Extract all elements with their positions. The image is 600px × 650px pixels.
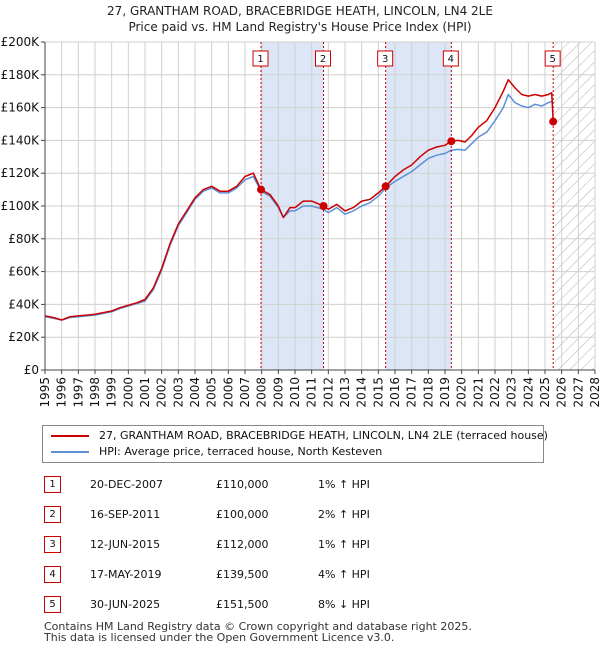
x-tick-label: 2017 [405,377,419,408]
sale-row: 3 12-JUN-2015 £112,000 1% ↑ HPI [0,536,600,558]
sale-number-badge: 3 [44,536,61,553]
sale-point [447,137,456,146]
x-tick-label: 2013 [338,377,352,408]
sale-price: £112,000 [216,538,269,551]
x-tick-label: 2022 [488,377,502,408]
sale-hpi-change: 8% ↓ HPI [318,598,370,611]
y-tick-label: £60K [8,265,40,279]
x-tick-label: 1995 [38,377,52,408]
x-tick-label: 1999 [105,377,119,408]
sale-date: 20-DEC-2007 [90,478,164,491]
x-tick-label: 2010 [288,377,302,408]
x-tick-label: 2008 [255,377,269,408]
footer-line-1: Contains HM Land Registry data © Crown c… [44,620,472,633]
x-tick-label: 2020 [455,377,469,408]
x-tick-label: 2006 [221,377,235,408]
sale-date: 16-SEP-2011 [90,508,161,521]
y-tick-label: £160K [1,101,41,115]
y-tick-label: £180K [1,68,41,82]
y-tick-label: £0 [24,363,39,377]
chart-title: 27, GRANTHAM ROAD, BRACEBRIDGE HEATH, LI… [0,3,600,35]
sale-row: 4 17-MAY-2019 £139,500 4% ↑ HPI [0,566,600,588]
sale-label: 5 [549,54,555,65]
sale-date: 12-JUN-2015 [90,538,161,551]
x-tick-label: 2025 [538,377,552,408]
x-tick-label: 2009 [271,377,285,408]
sale-hpi-change: 2% ↑ HPI [318,508,370,521]
sale-point [319,202,328,210]
x-tick-label: 2023 [505,377,519,408]
sale-price: £151,500 [216,598,269,611]
y-tick-label: £20K [8,330,40,344]
legend-swatch-hpi [51,451,89,453]
y-tick-label: £200K [1,35,41,49]
x-tick-label: 2007 [238,377,252,408]
sale-price: £100,000 [216,508,269,521]
sale-price: £110,000 [216,478,269,491]
footer-attribution: Contains HM Land Registry data © Crown c… [44,621,472,643]
sale-row: 1 20-DEC-2007 £110,000 1% ↑ HPI [0,476,600,498]
title-line-2: Price paid vs. HM Land Registry's House … [128,20,472,34]
sale-number-badge: 2 [44,506,61,523]
y-tick-label: £40K [8,297,40,311]
x-tick-label: 2024 [521,377,535,408]
y-tick-label: £140K [1,133,41,147]
sale-label-box [252,50,269,67]
sale-point [549,117,558,126]
y-tick-label: £120K [1,166,41,180]
sale-point [381,182,390,191]
sale-label: 2 [320,54,326,65]
sale-row: 5 30-JUN-2025 £151,500 8% ↓ HPI [0,596,600,618]
y-tick-label: £100K [1,199,41,213]
sale-price: £139,500 [216,568,269,581]
x-tick-label: 2021 [471,377,485,408]
x-tick-label: 1997 [71,377,85,408]
sale-label: 1 [257,54,263,65]
x-tick-label: 2002 [155,377,169,408]
x-tick-label: 2028 [588,377,600,408]
sale-date: 30-JUN-2025 [90,598,161,611]
x-tick-label: 2005 [205,377,219,408]
x-tick-label: 2016 [388,377,402,408]
hpi-line [44,93,554,321]
title-line-1: 27, GRANTHAM ROAD, BRACEBRIDGE HEATH, LI… [107,4,493,18]
x-tick-label: 2011 [305,377,319,408]
sale-hpi-change: 1% ↑ HPI [318,478,370,491]
sale-label-box [315,50,331,67]
x-tick-label: 2004 [188,377,202,408]
x-tick-label: 2015 [371,377,385,408]
x-tick-label: 2012 [321,377,335,408]
x-tick-label: 2003 [171,377,185,408]
sale-number-badge: 5 [44,596,61,613]
sale-number-badge: 1 [44,476,61,493]
sale-hpi-change: 1% ↑ HPI [318,538,370,551]
sale-point [257,185,265,194]
x-tick-label: 2019 [438,377,452,408]
legend-label-property: 27, GRANTHAM ROAD, BRACEBRIDGE HEATH, LI… [99,429,548,442]
sale-label: 4 [448,54,454,65]
property-price-line [44,78,554,321]
x-tick-label: 2014 [355,377,369,408]
x-tick-label: 2001 [138,377,152,408]
sale-hpi-change: 4% ↑ HPI [318,568,370,581]
footer-line-2: This data is licensed under the Open Gov… [44,631,395,644]
sale-label-box [377,50,394,67]
sale-number-badge: 4 [44,566,61,583]
x-tick-label: 2026 [555,377,569,408]
x-tick-label: 2027 [571,377,585,408]
sale-label-box [442,50,459,67]
legend-label-hpi: HPI: Average price, terraced house, Nort… [99,445,383,458]
x-tick-label: 2000 [121,377,135,408]
x-tick-label: 1996 [55,377,69,408]
legend-swatch-property [51,435,89,437]
x-tick-label: 1998 [88,377,102,408]
sale-row: 2 16-SEP-2011 £100,000 2% ↑ HPI [0,506,600,528]
price-chart: 1 2 3 4 5 £0 £20K £40K £60K £80K £100K £120K £140K £… [1,35,600,408]
x-tick-label: 2018 [421,377,435,408]
legend: 27, GRANTHAM ROAD, BRACEBRIDGE HEATH, LI… [42,425,548,463]
sale-date: 17-MAY-2019 [90,568,162,581]
sale-label: 3 [382,54,388,65]
y-tick-label: £80K [8,232,40,246]
sale-label-box [544,50,561,67]
